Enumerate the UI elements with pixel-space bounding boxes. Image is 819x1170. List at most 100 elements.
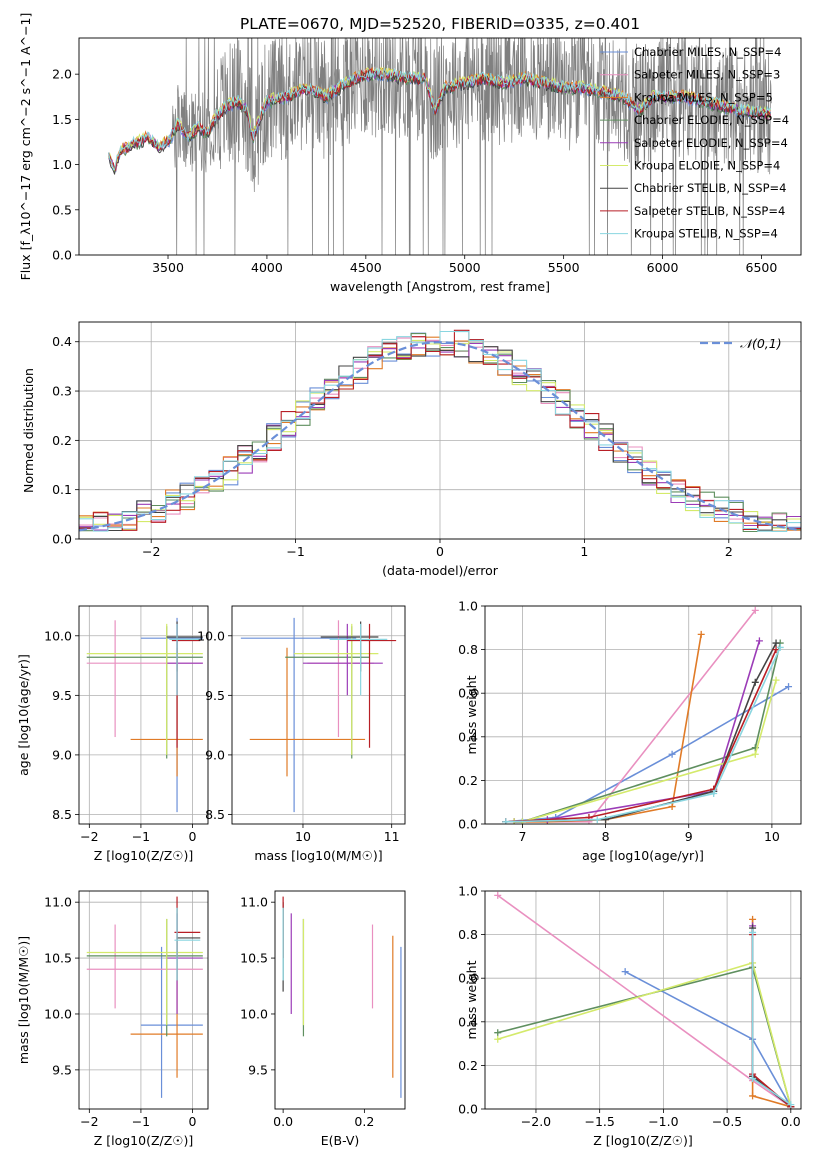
weight-vs-Z-xtick-label: −0.5 <box>712 1114 742 1129</box>
spectrum-xtick-label: 4000 <box>251 260 283 275</box>
residuals-xlabel: (data-model)/error <box>382 563 499 578</box>
legend-label: Kroupa ELODIE, N_SSP=4 <box>634 159 780 173</box>
weight-vs-Z-frame: −2.0 −1.5 −1.0 −0.5 0.0 0.0 0.2 0.4 0.6 0.8 1.0 Z [… <box>458 884 802 1148</box>
residuals-ylabel: Normed distribution <box>21 368 36 493</box>
residuals-xtick-label: 0 <box>436 544 444 559</box>
weight-vs-age-xtick-label: 8 <box>602 829 610 844</box>
mass-vs-Z-xlabel: Z [log10(Z/Z☉)] <box>94 1133 194 1148</box>
weight-vs-age-ytick-label: 1.0 <box>458 599 478 614</box>
weight-marker <box>593 816 601 824</box>
residuals-xtick-label: 1 <box>580 544 588 559</box>
weight-vs-age-ytick-label: 0.6 <box>458 686 478 701</box>
age-vs-Z-ytick-label: 9.5 <box>52 688 72 703</box>
legend-label: Kroupa STELIB, N_SSP=4 <box>634 227 778 241</box>
errorbar-point <box>240 617 357 813</box>
age-vs-Z-xtick-label: −1 <box>132 829 150 844</box>
legend-label: Kroupa MILES, N_SSP=5 <box>634 90 773 104</box>
mass-vs-Z-ytick-label: 10.5 <box>44 951 72 966</box>
legend-label: Chabrier MILES, N_SSP=4 <box>634 45 781 59</box>
weight-marker <box>710 789 718 797</box>
residuals-ytick-label: 0.3 <box>52 384 72 399</box>
spectrum-xtick-label: 6500 <box>746 260 778 275</box>
weight-marker <box>755 637 763 645</box>
weight-marker <box>494 1035 502 1043</box>
legend-label: Chabrier ELODIE, N_SSP=4 <box>634 113 789 127</box>
spectrum-legend: Chabrier MILES, N_SSP=4 Salpeter MILES, N… <box>600 45 789 241</box>
weight-vs-Z-ytick-label: 0.8 <box>458 927 478 942</box>
spectrum-ytick-label: 1.0 <box>52 157 72 172</box>
weight-vs-age-xtick-label: 9 <box>685 829 693 844</box>
mass-vs-EBV-ytick-label: 11.0 <box>240 895 268 910</box>
weight-marker <box>772 639 780 647</box>
mass-vs-EBV-xtick-label: 0.0 <box>273 1114 293 1129</box>
weight-marker <box>751 678 759 686</box>
mass-vs-EBV-border <box>274 890 406 1110</box>
errorbar-point <box>174 907 201 981</box>
mass-vs-EBV-xlabel: E(B-V) <box>321 1133 360 1148</box>
errorbar-point <box>140 946 203 1098</box>
spectrum-ytick-label: 0.0 <box>52 248 72 263</box>
weight-vs-age-xtick-label: 7 <box>518 829 526 844</box>
spectrum-ylabel: Flux [f_λ10^−17 erg cm^−2 s^−1 A^−1] <box>18 13 33 281</box>
errorbar-point <box>347 623 397 748</box>
weight-vs-Z-xtick-label: −2.0 <box>521 1114 551 1129</box>
weight-marker <box>749 928 757 936</box>
weight-marker <box>749 1092 757 1100</box>
spectrum-model-line <box>108 67 772 171</box>
age-vs-Z-border <box>78 605 209 825</box>
weight-marker <box>772 676 780 684</box>
age-vs-Z-ytick-label: 8.5 <box>52 807 72 822</box>
age-vs-Z-ytick-label: 9.0 <box>52 747 72 762</box>
age-vs-mass-xtick-label: 11 <box>384 829 400 844</box>
legend-label: 𝒩(0,1) <box>740 336 782 351</box>
weight-marker <box>776 643 784 651</box>
weight-vs-age-plot-area <box>502 606 793 824</box>
spectrum-frame: 3500 4000 4500 5000 5500 6000 6500 0.0 0.5 1.0 1.5… <box>18 13 802 294</box>
spectrum-observed-line <box>108 38 772 255</box>
weight-marker <box>751 606 759 614</box>
legend-label: Salpeter MILES, N_SSP=3 <box>634 68 780 82</box>
weight-marker <box>749 915 757 923</box>
age-vs-mass-ytick-label: 9.0 <box>205 747 225 762</box>
weight-marker <box>494 891 502 899</box>
age-vs-Z-plot-area <box>86 617 203 813</box>
mass-vs-Z-axes <box>79 891 208 1109</box>
residuals-xtick-label: −1 <box>286 544 304 559</box>
legend-label: Chabrier STELIB, N_SSP=4 <box>634 181 786 195</box>
mass-vs-EBV-plot-area <box>282 896 402 1098</box>
mass-vs-EBV-ytick-label: 9.5 <box>248 1062 268 1077</box>
age-vs-mass-xlabel: mass [log10(M/M☉)] <box>254 848 382 863</box>
weight-vs-Z-xtick-label: −1.0 <box>648 1114 678 1129</box>
weight-vs-Z-ytick-label: 0.2 <box>458 1058 478 1073</box>
age-vs-mass-ytick-label: 8.5 <box>205 807 225 822</box>
mass-vs-EBV-xtick-label: 0.2 <box>354 1114 374 1129</box>
residuals-ytick-label: 0.0 <box>52 532 72 547</box>
figure-title: PLATE=0670, MJD=52520, FIBERID=0335, z=0… <box>240 15 640 33</box>
mass-vs-Z-xtick-label: −2 <box>80 1114 98 1129</box>
weight-vs-age-ytick-label: 0.4 <box>458 729 478 744</box>
weight-vs-age-ytick-label: 0.0 <box>458 817 478 832</box>
residuals-ytick-label: 0.4 <box>52 334 72 349</box>
weight-vs-age-ytick-label: 0.8 <box>458 642 478 657</box>
errorbar-point <box>86 924 203 1009</box>
weight-vs-Z-xtick-label: −1.5 <box>584 1114 614 1129</box>
weight-marker <box>502 818 510 824</box>
age-vs-Z-frame: −2 −1 0 8.5 9.0 9.5 10.0 Z [log10(Z/Z☉)] age [lo… <box>16 605 209 863</box>
mass-vs-Z-xtick-label: 0 <box>189 1114 197 1129</box>
age-vs-mass-border <box>231 605 406 825</box>
age-vs-Z-ytick-label: 10.0 <box>44 628 72 643</box>
age-vs-mass-axes <box>232 606 405 824</box>
normal-reference-curve <box>79 341 801 532</box>
age-vs-Z-xlabel: Z [log10(Z/Z☉)] <box>94 848 194 863</box>
errorbar-point <box>294 623 379 755</box>
residual-histogram-step <box>79 330 801 532</box>
mass-vs-Z-ylabel: mass [log10(M/M☉)] <box>16 936 31 1064</box>
weight-vs-age-frame: 7 8 9 10 0.0 0.2 0.4 0.6 0.8 1.0 age [log10(age/yr… <box>458 599 802 863</box>
age-vs-Z-xtick-label: −2 <box>80 829 98 844</box>
residuals-xtick-label: 2 <box>725 544 733 559</box>
spectrum-ytick-label: 1.5 <box>52 112 72 127</box>
spectrum-ytick-label: 2.0 <box>52 67 72 82</box>
mass-vs-Z-plot-area <box>86 896 203 1098</box>
weight-vs-Z-ytick-label: 1.0 <box>458 884 478 899</box>
